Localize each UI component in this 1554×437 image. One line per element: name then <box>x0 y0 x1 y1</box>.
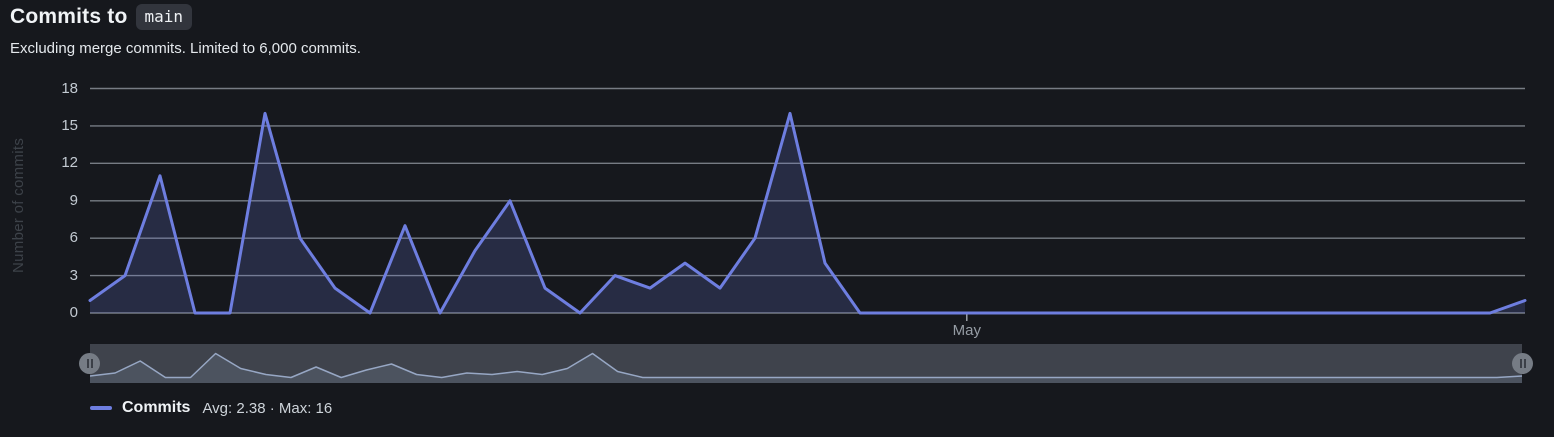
legend-stats: Avg: 2.38 · Max: 16 <box>202 399 333 417</box>
y-axis-title: Number of commits <box>10 137 27 273</box>
y-tick-label: 9 <box>69 191 78 209</box>
y-tick-label: 6 <box>69 229 78 247</box>
y-tick-label: 3 <box>69 266 78 284</box>
commits-series-swatch-icon <box>90 406 112 410</box>
chart-subtitle: Excluding merge commits. Limited to 6,00… <box>10 40 361 57</box>
y-tick-label: 15 <box>61 116 78 134</box>
y-tick-label: 12 <box>61 154 78 172</box>
legend-item-commits[interactable]: Commits Avg: 2.38 · Max: 16 <box>90 396 332 420</box>
x-tick-label: May <box>952 322 981 339</box>
commits-line <box>88 111 1527 315</box>
gridlines <box>90 87 1525 314</box>
commits-area <box>90 113 1525 314</box>
y-tick-label: 0 <box>69 304 78 321</box>
minimap-area <box>90 353 1522 383</box>
legend-series-label: Commits <box>122 399 191 416</box>
minimap-line <box>90 352 1522 379</box>
y-tick-label: 18 <box>61 79 78 97</box>
brush-handle-right-icon[interactable] <box>1512 353 1533 374</box>
plot-hover-area[interactable] <box>90 85 1525 313</box>
brush-handle-left-icon[interactable] <box>79 353 100 374</box>
title-text: Commits to <box>10 5 128 29</box>
page-title: Commits to main <box>10 4 193 31</box>
commits-line-chart[interactable] <box>0 0 1554 340</box>
minimap-chart <box>90 352 1522 383</box>
time-range-brush[interactable] <box>79 344 1533 383</box>
branch-badge: main <box>135 4 193 31</box>
